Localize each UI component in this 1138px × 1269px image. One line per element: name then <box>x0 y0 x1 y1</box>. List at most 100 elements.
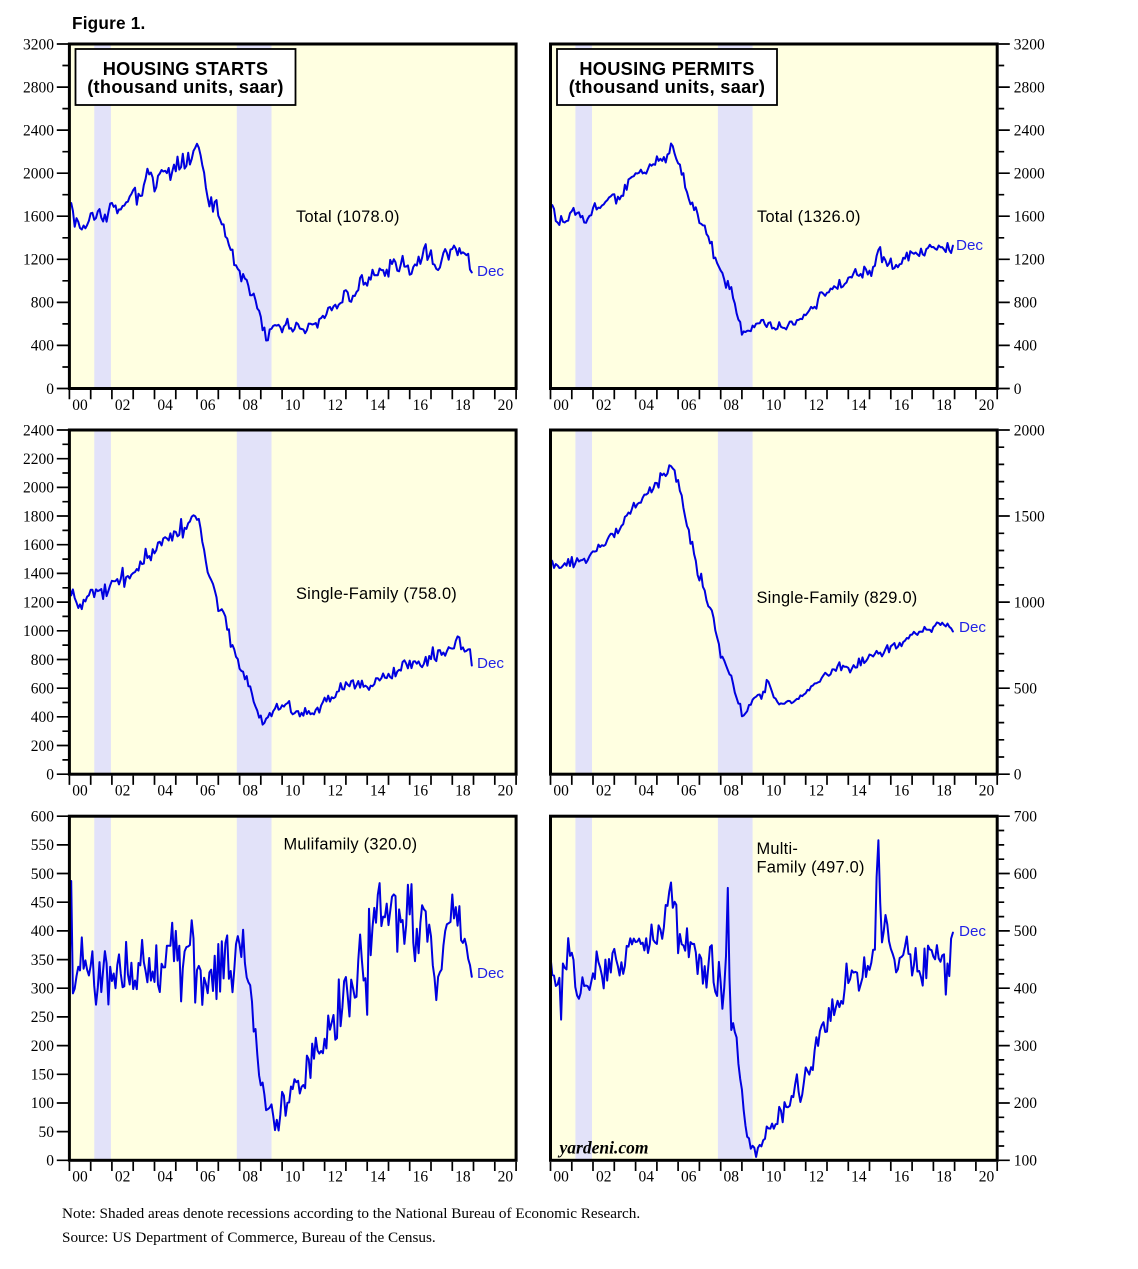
svg-text:06: 06 <box>681 397 697 414</box>
svg-text:02: 02 <box>115 783 131 800</box>
svg-text:HOUSING STARTS: HOUSING STARTS <box>103 59 269 79</box>
svg-text:18: 18 <box>936 783 952 800</box>
svg-text:16: 16 <box>413 1169 429 1186</box>
svg-text:10: 10 <box>766 1169 782 1186</box>
svg-text:200: 200 <box>1014 1095 1037 1112</box>
svg-text:14: 14 <box>370 1169 386 1186</box>
svg-text:Dec: Dec <box>477 655 504 672</box>
svg-text:16: 16 <box>894 783 910 800</box>
svg-text:1800: 1800 <box>23 508 54 525</box>
svg-text:yardeni.com: yardeni.com <box>558 1138 649 1158</box>
svg-text:20: 20 <box>498 1169 514 1186</box>
svg-text:2000: 2000 <box>23 480 54 497</box>
svg-text:2200: 2200 <box>23 451 54 468</box>
svg-text:14: 14 <box>851 783 867 800</box>
svg-text:Dec: Dec <box>959 619 986 636</box>
svg-text:600: 600 <box>31 681 55 698</box>
svg-text:02: 02 <box>596 783 612 800</box>
svg-text:800: 800 <box>31 295 55 312</box>
svg-text:14: 14 <box>370 783 386 800</box>
svg-text:10: 10 <box>285 397 301 414</box>
svg-text:400: 400 <box>31 709 55 726</box>
svg-text:2400: 2400 <box>1014 122 1045 139</box>
svg-text:04: 04 <box>157 1169 173 1186</box>
svg-text:06: 06 <box>200 1169 216 1186</box>
svg-text:1400: 1400 <box>23 566 54 583</box>
svg-text:04: 04 <box>157 783 173 800</box>
svg-text:0: 0 <box>1014 767 1022 784</box>
svg-text:Total (1078.0): Total (1078.0) <box>296 208 400 226</box>
svg-text:Family (497.0): Family (497.0) <box>757 859 865 877</box>
svg-text:1500: 1500 <box>1014 508 1045 525</box>
svg-text:500: 500 <box>1014 681 1037 698</box>
svg-text:08: 08 <box>242 397 258 414</box>
svg-text:18: 18 <box>936 397 952 414</box>
svg-text:600: 600 <box>31 809 55 826</box>
svg-text:1000: 1000 <box>1014 594 1045 611</box>
svg-text:1600: 1600 <box>1014 209 1045 226</box>
svg-text:700: 700 <box>1014 809 1037 826</box>
svg-text:100: 100 <box>1014 1153 1037 1170</box>
svg-text:0: 0 <box>46 381 54 398</box>
svg-text:20: 20 <box>498 783 514 800</box>
svg-text:100: 100 <box>31 1095 55 1112</box>
svg-text:2400: 2400 <box>23 122 54 139</box>
svg-text:10: 10 <box>285 783 301 800</box>
svg-text:Single-Family (829.0): Single-Family (829.0) <box>757 589 918 607</box>
svg-text:18: 18 <box>455 783 471 800</box>
svg-text:2000: 2000 <box>23 166 54 183</box>
svg-text:08: 08 <box>242 1169 258 1186</box>
svg-text:300: 300 <box>31 981 55 998</box>
svg-text:500: 500 <box>1014 923 1037 940</box>
svg-text:00: 00 <box>553 1169 569 1186</box>
svg-text:450: 450 <box>31 895 55 912</box>
svg-text:20: 20 <box>498 397 514 414</box>
svg-text:14: 14 <box>851 397 867 414</box>
svg-text:Single-Family (758.0): Single-Family (758.0) <box>296 585 457 603</box>
svg-text:12: 12 <box>809 783 825 800</box>
svg-text:02: 02 <box>115 397 131 414</box>
svg-text:400: 400 <box>31 338 55 355</box>
svg-text:550: 550 <box>31 837 55 854</box>
svg-text:3200: 3200 <box>1014 36 1045 53</box>
svg-text:02: 02 <box>596 1169 612 1186</box>
svg-text:00: 00 <box>72 783 88 800</box>
svg-text:16: 16 <box>894 397 910 414</box>
svg-text:200: 200 <box>31 1038 55 1055</box>
svg-text:2800: 2800 <box>23 79 54 96</box>
svg-text:Dec: Dec <box>959 923 986 940</box>
svg-text:Dec: Dec <box>956 237 983 254</box>
svg-text:2400: 2400 <box>23 422 54 439</box>
svg-text:04: 04 <box>157 397 173 414</box>
svg-text:06: 06 <box>200 783 216 800</box>
svg-text:3200: 3200 <box>23 36 54 53</box>
svg-text:Dec: Dec <box>477 965 504 982</box>
svg-text:Figure 1.: Figure 1. <box>72 13 145 33</box>
svg-text:2800: 2800 <box>1014 79 1045 96</box>
svg-text:0: 0 <box>1014 381 1022 398</box>
svg-text:1200: 1200 <box>23 594 54 611</box>
svg-text:04: 04 <box>638 397 654 414</box>
svg-text:Multi-: Multi- <box>757 840 799 858</box>
svg-text:02: 02 <box>115 1169 131 1186</box>
svg-text:04: 04 <box>638 1169 654 1186</box>
svg-text:10: 10 <box>285 1169 301 1186</box>
svg-text:08: 08 <box>242 783 258 800</box>
svg-text:08: 08 <box>724 397 740 414</box>
svg-text:300: 300 <box>1014 1038 1037 1055</box>
svg-text:400: 400 <box>1014 338 1037 355</box>
svg-text:12: 12 <box>328 397 344 414</box>
svg-text:800: 800 <box>1014 295 1037 312</box>
svg-text:00: 00 <box>553 397 569 414</box>
svg-text:350: 350 <box>31 952 55 969</box>
svg-text:20: 20 <box>979 783 995 800</box>
svg-text:400: 400 <box>31 923 55 940</box>
svg-text:10: 10 <box>766 397 782 414</box>
svg-text:1200: 1200 <box>1014 252 1045 269</box>
svg-text:20: 20 <box>979 1169 995 1186</box>
svg-text:12: 12 <box>328 783 344 800</box>
svg-text:800: 800 <box>31 652 55 669</box>
svg-text:06: 06 <box>200 397 216 414</box>
svg-text:0: 0 <box>46 1153 54 1170</box>
svg-text:06: 06 <box>681 783 697 800</box>
